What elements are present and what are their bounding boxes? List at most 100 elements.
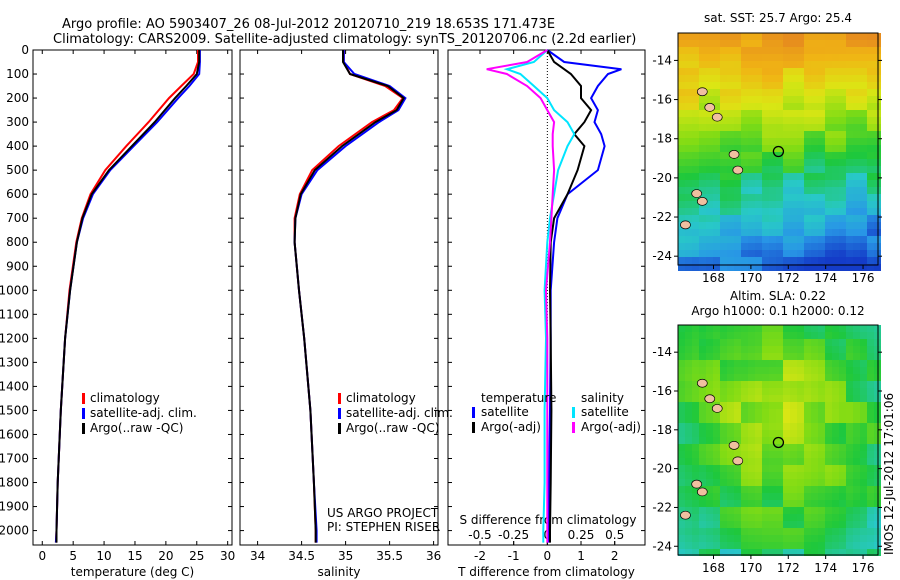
map-cell [797,381,804,388]
map-cell [741,521,748,528]
map-cell [825,243,832,250]
map-cell [790,381,797,388]
map-cell [741,339,748,346]
map-cell [825,486,832,493]
map-cell [706,152,713,159]
map-cell [804,236,811,243]
map-cell [790,465,797,472]
lon-tick-label: 170 [739,561,762,575]
map-cell [769,33,776,40]
map-cell [713,264,720,271]
map-cell [846,402,853,409]
map-cell [755,215,762,222]
map-cell [727,549,734,556]
map-cell [860,222,867,229]
map-cell [846,374,853,381]
map-cell [797,437,804,444]
map-cell [720,103,727,110]
map-cell [790,124,797,131]
map-cell [797,215,804,222]
map-cell [755,166,762,173]
map-cell [790,173,797,180]
map-cell [811,131,818,138]
map-cell [769,500,776,507]
map-cell [839,166,846,173]
map-cell [713,360,720,367]
map-cell [783,430,790,437]
map-cell [790,430,797,437]
map-cell [797,353,804,360]
map-cell [706,409,713,416]
map-cell [741,367,748,374]
map-cell [685,507,692,514]
map-cell [699,61,706,68]
map-cell [832,374,839,381]
map-cell [755,152,762,159]
map-cell [832,514,839,521]
lon-tick-label: 168 [702,561,725,575]
map-cell [727,465,734,472]
map-cell [720,367,727,374]
map-cell [678,339,685,346]
map-cell [685,528,692,535]
map-cell [818,325,825,332]
map-cell [727,339,734,346]
map-cell [783,325,790,332]
map-cell [685,416,692,423]
lat-tick-label: -24 [652,539,672,553]
map-cell [867,103,874,110]
map-cell [769,61,776,68]
map-cell [678,353,685,360]
map-cell [685,409,692,416]
map-cell [713,472,720,479]
map-cell [790,40,797,47]
map-cell [811,500,818,507]
map-cell [853,367,860,374]
map-cell [699,339,706,346]
map-cell [734,332,741,339]
map-cell [734,236,741,243]
map-cell [790,332,797,339]
map-cell [706,423,713,430]
map-cell [783,395,790,402]
map-cell [741,222,748,229]
map-cell [776,54,783,61]
map-cell [832,325,839,332]
map-cell [720,332,727,339]
map-cell [720,339,727,346]
map-cell [699,507,706,514]
map-cell [860,173,867,180]
map-cell [678,124,685,131]
map-cell [734,437,741,444]
map-cell [762,528,769,535]
map-cell [727,194,734,201]
map-cell [734,507,741,514]
map-cell [818,535,825,542]
map-cell [832,61,839,68]
map-cell [706,542,713,549]
map-cell [811,486,818,493]
map-cell [769,236,776,243]
map-cell [776,166,783,173]
map-cell [832,82,839,89]
map-cell [713,75,720,82]
map-cell [811,138,818,145]
map-cell [860,243,867,250]
map-cell [713,257,720,264]
map-cell [811,117,818,124]
map-cell [832,409,839,416]
island [691,479,703,489]
map-cell [846,208,853,215]
map-cell [783,208,790,215]
map-cell [685,103,692,110]
map-cell [832,507,839,514]
map-cell [867,472,874,479]
map-cell [748,395,755,402]
map-cell [734,201,741,208]
map-cell [839,549,846,556]
map-cell [755,472,762,479]
map-cell [825,187,832,194]
map-cell [846,549,853,556]
map-cell [776,152,783,159]
map-cell [797,444,804,451]
